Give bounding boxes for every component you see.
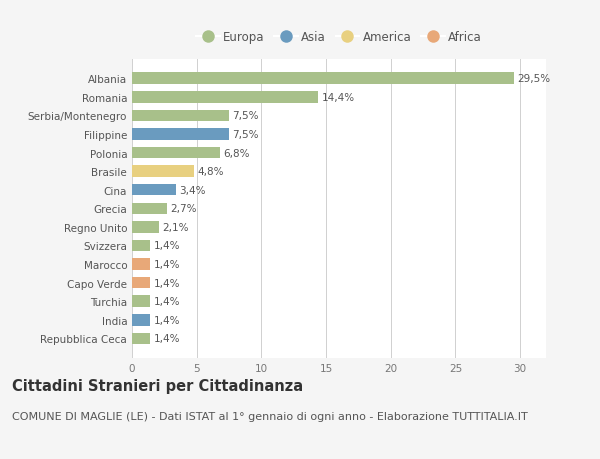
Text: 6,8%: 6,8% [223,148,250,158]
Text: 4,8%: 4,8% [197,167,224,177]
Bar [132,185,176,196]
Bar [132,333,150,344]
Bar [132,277,150,289]
Bar [132,203,167,215]
Text: 1,4%: 1,4% [154,241,180,251]
Bar [132,296,150,308]
Text: 1,4%: 1,4% [154,278,180,288]
Text: 29,5%: 29,5% [517,74,550,84]
Bar [132,147,220,159]
Bar [132,166,194,178]
Text: 1,4%: 1,4% [154,315,180,325]
Text: 3,4%: 3,4% [179,185,206,195]
Text: 1,4%: 1,4% [154,259,180,269]
Bar [132,222,159,233]
Text: 7,5%: 7,5% [232,129,259,140]
Text: 2,7%: 2,7% [170,204,197,214]
Text: 1,4%: 1,4% [154,297,180,307]
Text: 1,4%: 1,4% [154,334,180,344]
Bar [132,314,150,326]
Bar [132,129,229,140]
Bar [132,110,229,122]
Text: 7,5%: 7,5% [232,111,259,121]
Legend: Europa, Asia, America, Africa: Europa, Asia, America, Africa [196,31,482,44]
Bar [132,92,319,103]
Bar [132,73,514,85]
Bar [132,259,150,270]
Bar [132,240,150,252]
Text: 14,4%: 14,4% [322,93,355,102]
Text: COMUNE DI MAGLIE (LE) - Dati ISTAT al 1° gennaio di ogni anno - Elaborazione TUT: COMUNE DI MAGLIE (LE) - Dati ISTAT al 1°… [12,411,528,421]
Text: Cittadini Stranieri per Cittadinanza: Cittadini Stranieri per Cittadinanza [12,379,303,394]
Text: 2,1%: 2,1% [163,223,189,232]
